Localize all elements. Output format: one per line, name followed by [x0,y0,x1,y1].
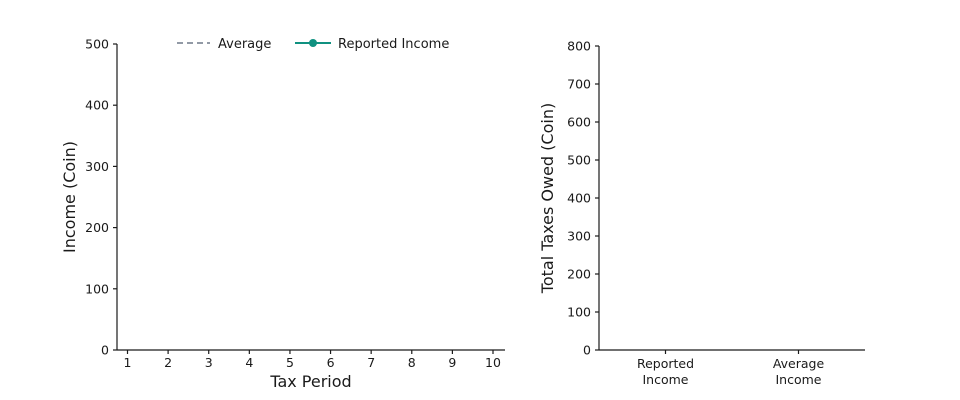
y-tick-label: 0 [583,343,591,358]
y-tick-label: 800 [567,39,591,54]
x-tick-label: 4 [245,355,253,370]
legend: Average Reported Income [177,37,449,52]
category-tick-label: Income [643,372,689,387]
y-tick-label: 0 [101,343,109,358]
legend-average-label: Average [218,37,271,52]
y-tick-label: 100 [85,281,109,296]
y-tick-label: 300 [567,229,591,244]
taxes-chart: 0100200300400500600700800ReportedIncomeA… [538,39,865,387]
x-tick-label: 10 [485,355,501,370]
y-tick-label: 100 [567,305,591,320]
x-tick-label: 5 [286,355,294,370]
legend-reported-label: Reported Income [338,37,449,52]
category-tick-label: Average [773,356,825,371]
y-axis-label: Income (Coin) [60,141,79,253]
y-tick-label: 700 [567,77,591,92]
y-tick-label: 400 [567,191,591,206]
y-axis-label: Total Taxes Owed (Coin) [538,103,557,294]
x-tick-label: 6 [327,355,335,370]
y-tick-label: 200 [85,220,109,235]
y-tick-label: 500 [85,37,109,52]
category-tick-label: Income [776,372,822,387]
y-tick-label: 400 [85,98,109,113]
x-tick-label: 1 [124,355,132,370]
x-tick-label: 2 [164,355,172,370]
y-tick-label: 500 [567,153,591,168]
x-tick-label: 7 [367,355,375,370]
y-tick-label: 300 [85,159,109,174]
legend-reported-marker [309,39,317,47]
x-tick-label: 9 [448,355,456,370]
x-axis-label: Tax Period [269,372,351,391]
x-tick-label: 3 [205,355,213,370]
income-chart: 0 100 200 300 400 500 1 2 3 4 5 6 7 8 9 10 Tax Period Inc… [60,37,505,391]
y-tick-label: 600 [567,115,591,130]
category-tick-label: Reported [637,356,694,371]
x-tick-label: 8 [408,355,416,370]
y-tick-label: 200 [567,267,591,282]
